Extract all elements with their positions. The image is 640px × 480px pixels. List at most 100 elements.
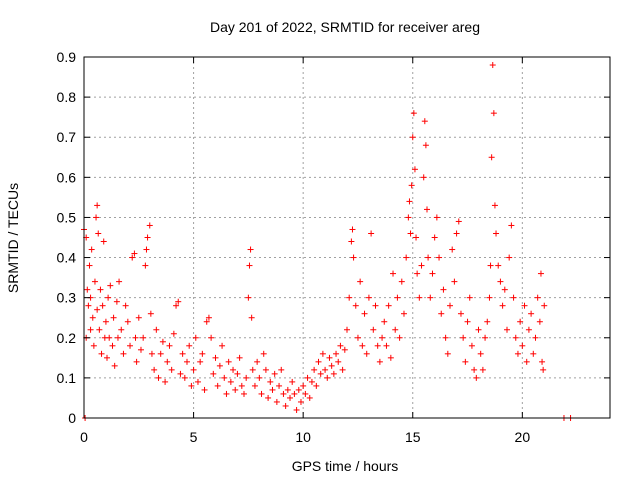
data-point xyxy=(398,278,405,285)
data-point xyxy=(514,350,521,357)
data-point xyxy=(487,262,494,269)
data-point xyxy=(293,406,300,413)
data-point xyxy=(541,302,548,309)
data-point xyxy=(350,254,357,261)
data-point xyxy=(455,218,462,225)
data-point xyxy=(335,358,342,365)
data-point xyxy=(148,350,155,357)
data-point xyxy=(203,318,210,325)
x-tick-label: 20 xyxy=(515,429,531,445)
data-point xyxy=(433,214,440,221)
data-point xyxy=(208,334,215,341)
data-point xyxy=(157,350,164,357)
data-point xyxy=(337,342,344,349)
data-point xyxy=(475,326,482,333)
data-point xyxy=(438,310,445,317)
data-point xyxy=(519,342,526,349)
data-point xyxy=(423,206,430,213)
data-point xyxy=(104,354,111,361)
data-point xyxy=(122,302,129,309)
data-point xyxy=(199,350,206,357)
data-point xyxy=(289,378,296,385)
data-point xyxy=(517,318,524,325)
data-point xyxy=(94,306,101,313)
data-point xyxy=(86,262,93,269)
data-point xyxy=(479,366,486,373)
data-point xyxy=(413,234,420,241)
data-point xyxy=(179,350,186,357)
data-point xyxy=(166,342,173,349)
data-point xyxy=(291,390,298,397)
data-point xyxy=(468,342,475,349)
x-tick-label: 15 xyxy=(405,429,421,445)
data-point xyxy=(197,358,204,365)
data-point xyxy=(223,390,230,397)
data-point xyxy=(408,182,415,189)
data-point xyxy=(451,278,458,285)
data-point xyxy=(99,302,106,309)
data-point xyxy=(251,382,258,389)
data-point xyxy=(194,378,201,385)
data-point xyxy=(190,366,197,373)
data-point xyxy=(406,198,413,205)
data-point xyxy=(175,298,182,305)
data-point xyxy=(260,350,267,357)
data-point xyxy=(306,394,313,401)
data-point xyxy=(390,270,397,277)
data-point xyxy=(205,314,212,321)
data-point xyxy=(444,350,451,357)
y-tick-label: 0.9 xyxy=(57,49,77,65)
grid-lines xyxy=(84,57,610,418)
y-tick-label: 0.6 xyxy=(57,169,77,185)
data-point xyxy=(400,310,407,317)
data-point xyxy=(155,374,162,381)
data-point xyxy=(495,262,502,269)
data-point xyxy=(173,302,180,309)
data-point xyxy=(447,302,454,309)
data-point xyxy=(177,370,184,377)
data-point xyxy=(297,398,304,405)
data-point xyxy=(354,334,361,341)
data-point xyxy=(523,358,530,365)
data-point xyxy=(140,334,147,341)
data-point xyxy=(114,334,121,341)
data-point xyxy=(464,318,471,325)
data-point xyxy=(201,386,208,393)
data-point xyxy=(214,382,221,389)
data-point xyxy=(109,342,116,349)
data-point xyxy=(276,382,283,389)
data-point xyxy=(416,294,423,301)
data-point xyxy=(246,262,253,269)
data-point xyxy=(324,374,331,381)
data-point xyxy=(221,374,228,381)
data-point xyxy=(357,278,364,285)
data-point xyxy=(376,358,383,365)
y-tick-label: 0.7 xyxy=(57,129,77,145)
data-point xyxy=(315,358,322,365)
data-point xyxy=(144,234,151,241)
data-point xyxy=(153,326,160,333)
data-point xyxy=(460,334,467,341)
data-point xyxy=(120,350,127,357)
data-point xyxy=(159,338,166,345)
data-point xyxy=(262,366,269,373)
data-point xyxy=(88,246,95,253)
data-point xyxy=(247,246,254,253)
data-point xyxy=(225,358,232,365)
data-point xyxy=(326,354,333,361)
data-point xyxy=(304,374,311,381)
data-point xyxy=(216,362,223,369)
data-point xyxy=(411,166,418,173)
data-point xyxy=(431,234,438,241)
data-point xyxy=(409,134,416,141)
data-point xyxy=(84,286,91,293)
y-tick-label: 0.3 xyxy=(57,290,77,306)
data-point xyxy=(491,202,498,209)
data-point xyxy=(170,330,177,337)
data-point xyxy=(308,378,315,385)
data-point xyxy=(436,254,443,261)
data-point xyxy=(188,382,195,389)
data-point xyxy=(501,286,508,293)
y-tick-label: 0.5 xyxy=(57,209,77,225)
data-point xyxy=(300,382,307,389)
